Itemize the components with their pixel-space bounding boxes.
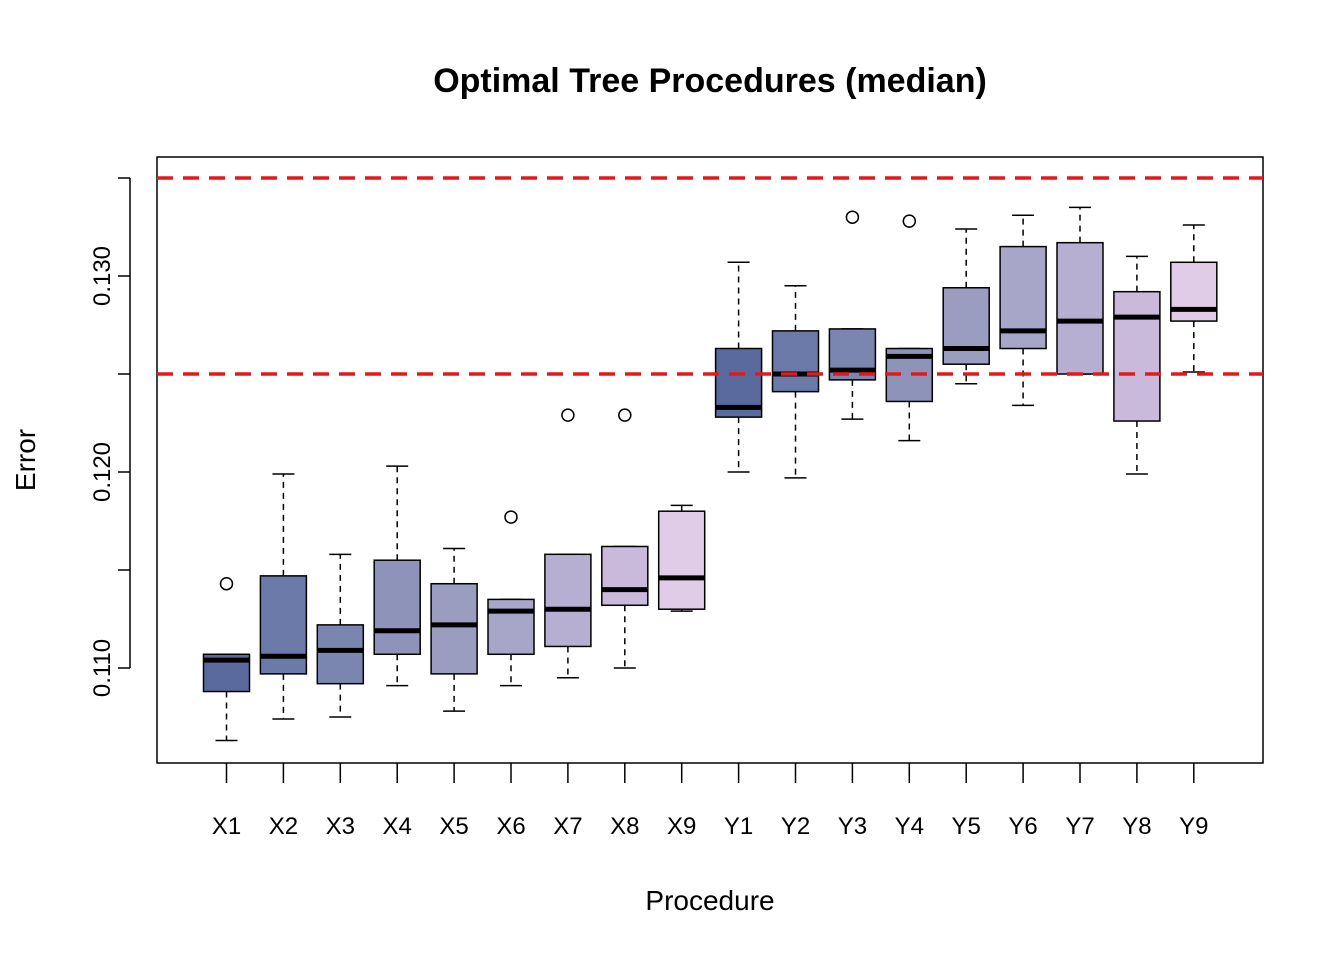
y-tick-label: 0.130: [89, 246, 116, 306]
y-axis: 0.110 0.120 0.130: [89, 177, 131, 697]
x-tick-label: Y8: [1122, 813, 1151, 840]
box-x1: [202, 576, 251, 742]
outlier-point: [845, 210, 860, 224]
reference-lines: [157, 176, 1263, 376]
x-tick-label: Y7: [1065, 813, 1094, 840]
box-y7: [1056, 206, 1104, 375]
y-tick-label: 0.120: [89, 442, 116, 502]
x-tick-label: X1: [212, 813, 241, 840]
box-series: [202, 206, 1218, 742]
x-tick-label: X2: [269, 813, 298, 840]
box-y3: [828, 210, 877, 420]
x-tick-label: X7: [553, 813, 582, 840]
box-iqr: [1056, 241, 1104, 375]
box-x8: [601, 408, 649, 669]
x-tick-label: X6: [496, 813, 525, 840]
box-iqr: [487, 598, 535, 656]
box-iqr: [771, 330, 820, 393]
box-iqr: [1170, 261, 1218, 322]
x-tick-label: X3: [326, 813, 355, 840]
box-y5: [942, 228, 990, 385]
y-tick-label: 0.110: [89, 639, 116, 697]
x-tick-label: Y9: [1179, 813, 1208, 840]
chart-title: Optimal Tree Procedures (median): [433, 62, 987, 100]
box-y2: [771, 285, 820, 479]
box-y8: [1113, 255, 1161, 475]
x-tick-label: X4: [383, 813, 412, 840]
box-x5: [430, 547, 478, 712]
x-tick-label: Y6: [1008, 813, 1037, 840]
x-tick-label: Y2: [781, 813, 810, 840]
box-x3: [316, 553, 365, 718]
box-y6: [999, 214, 1047, 407]
box-x4: [373, 465, 421, 687]
box-iqr: [316, 624, 365, 685]
box-x7: [544, 408, 592, 679]
x-tick-label: Y1: [724, 813, 753, 840]
x-tick-label: X8: [610, 813, 639, 840]
box-iqr: [657, 510, 706, 610]
box-x2: [259, 473, 308, 720]
x-tick-label: X9: [667, 813, 696, 840]
box-y4: [885, 214, 934, 442]
box-iqr: [430, 582, 478, 675]
outlier-point: [561, 408, 575, 422]
box-iqr: [259, 575, 308, 675]
y-axis-label: Error: [10, 429, 41, 491]
box-iqr: [601, 545, 649, 607]
plot-frame: [156, 156, 1264, 764]
outlier-point: [504, 510, 518, 524]
box-iqr: [544, 553, 592, 648]
x-axis: X1 X2 X3 X4 X5 X6 X7 X8 X9 Y1 Y2 Y3 Y4 Y5 Y6 Y7 Y8 Y9: [212, 763, 1208, 840]
outlier-point: [219, 576, 234, 591]
box-iqr: [373, 559, 421, 656]
box-y1: [714, 261, 763, 473]
box-y9: [1170, 224, 1218, 373]
x-axis-label: Procedure: [645, 885, 774, 916]
box-x9: [657, 504, 706, 612]
box-iqr: [942, 287, 990, 365]
x-tick-label: Y3: [838, 813, 867, 840]
x-tick-label: Y5: [952, 813, 981, 840]
box-x6: [487, 510, 535, 687]
outlier-point: [902, 214, 917, 228]
outlier-point: [618, 408, 632, 422]
x-tick-label: Y4: [895, 813, 924, 840]
box-iqr: [1113, 290, 1161, 422]
x-tick-label: X5: [439, 813, 468, 840]
